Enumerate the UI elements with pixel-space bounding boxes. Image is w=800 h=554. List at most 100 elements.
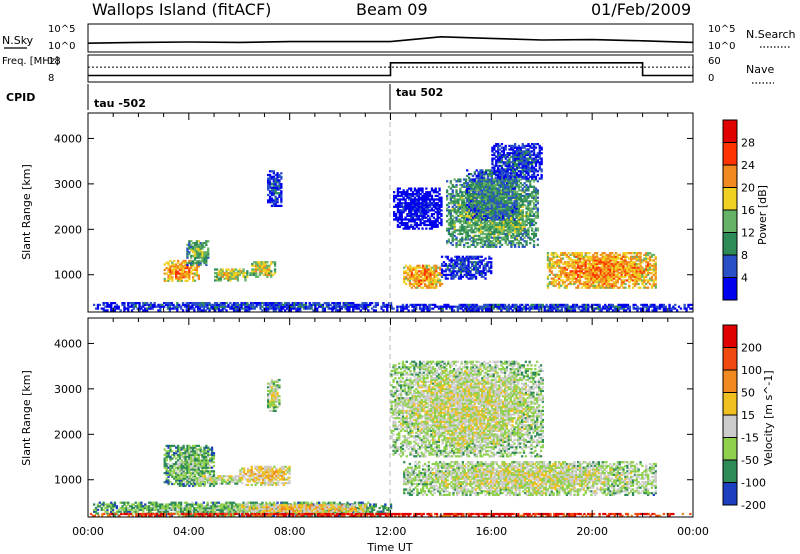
heatmap-cell xyxy=(504,157,507,160)
heatmap-cell xyxy=(130,305,134,308)
heatmap-cell xyxy=(622,255,625,258)
heatmap-cell xyxy=(475,180,478,183)
heatmap-cell xyxy=(519,152,522,155)
heatmap-cell xyxy=(398,200,401,203)
heatmap-cell xyxy=(285,303,289,307)
heatmap-cell xyxy=(406,222,409,225)
heatmap-cell xyxy=(419,223,422,227)
heatmap-cell xyxy=(459,220,462,223)
heatmap-cell xyxy=(523,161,526,164)
heatmap-cell xyxy=(268,170,272,173)
heatmap-cell xyxy=(394,213,398,216)
heatmap-cell xyxy=(483,183,486,187)
heatmap-cell xyxy=(476,207,479,210)
heatmap-cell xyxy=(461,196,464,199)
heatmap-cell xyxy=(523,164,526,168)
heatmap-cell xyxy=(641,273,644,277)
heatmap-cell xyxy=(573,268,576,271)
heatmap-cell xyxy=(363,303,366,307)
heatmap-cell xyxy=(467,259,470,262)
heatmap-cell xyxy=(186,252,189,256)
heatmap-cell xyxy=(601,281,604,284)
heatmap-cell xyxy=(500,182,503,185)
heatmap-cell xyxy=(413,200,417,203)
heatmap-cell xyxy=(580,261,584,264)
heatmap-cell xyxy=(459,178,462,181)
heatmap-cell xyxy=(497,222,500,225)
heatmap-cell xyxy=(502,148,505,151)
heatmap-cell xyxy=(650,264,654,267)
heatmap-cell xyxy=(624,255,627,258)
heatmap-cell xyxy=(186,251,189,254)
heatmap-cell xyxy=(575,277,578,280)
heatmap-cell xyxy=(503,214,507,218)
heatmap-cell xyxy=(264,270,267,273)
heatmap-cell xyxy=(280,197,283,200)
heatmap-cell xyxy=(267,201,270,204)
heatmap-cell xyxy=(193,242,197,245)
heatmap-cell xyxy=(412,282,415,286)
heatmap-cell xyxy=(186,249,189,252)
heatmap-cell xyxy=(521,189,524,192)
heatmap-cell xyxy=(511,191,514,194)
heatmap-cell xyxy=(398,203,401,207)
heatmap-cell xyxy=(481,236,485,239)
heatmap-cell xyxy=(459,205,462,208)
heatmap-cell xyxy=(502,207,505,210)
heatmap-cell xyxy=(569,281,572,284)
heatmap-cell xyxy=(264,264,267,267)
heatmap-cell xyxy=(260,268,263,271)
heatmap-cell xyxy=(648,266,652,269)
heatmap-cell xyxy=(207,251,210,254)
heatmap-cell xyxy=(108,305,111,308)
heatmap-cell xyxy=(531,222,534,225)
heatmap-cell xyxy=(182,267,185,270)
heatmap-cell xyxy=(457,202,460,205)
heatmap-cell xyxy=(440,209,443,212)
heatmap-cell xyxy=(497,157,500,160)
heatmap-cell xyxy=(525,220,528,223)
heatmap-cell xyxy=(197,247,200,250)
heatmap-cell xyxy=(489,240,492,243)
heatmap-cell xyxy=(98,303,101,307)
heatmap-cell xyxy=(561,257,565,260)
heatmap-cell xyxy=(514,222,517,225)
heatmap-cell xyxy=(439,268,442,271)
heatmap-cell xyxy=(486,262,489,266)
heatmap-cell xyxy=(423,222,426,225)
heatmap-cell xyxy=(496,187,499,190)
heatmap-cell xyxy=(498,164,502,168)
heatmap-cell xyxy=(268,181,272,184)
heatmap-cell xyxy=(444,275,447,278)
heatmap-cell xyxy=(442,264,446,267)
heatmap-cell xyxy=(265,303,268,307)
heatmap-cell xyxy=(223,273,226,277)
heatmap-cell xyxy=(223,272,226,275)
heatmap-cell xyxy=(509,211,512,214)
heatmap-cell xyxy=(236,307,239,310)
heatmap-cell xyxy=(447,240,451,243)
heatmap-cell xyxy=(635,266,638,269)
heatmap-cell xyxy=(592,286,595,289)
heatmap-cell xyxy=(507,205,510,208)
heatmap-cell xyxy=(614,282,618,286)
heatmap-cell xyxy=(411,198,415,201)
heatmap-cell xyxy=(519,170,522,173)
heatmap-cell xyxy=(457,198,460,201)
heatmap-cell xyxy=(408,194,411,198)
heatmap-cell xyxy=(488,270,491,273)
heatmap-cell xyxy=(365,307,368,310)
heatmap-cell xyxy=(184,270,187,273)
heatmap-cell xyxy=(489,202,492,205)
heatmap-cell xyxy=(197,309,200,312)
heatmap-cell xyxy=(474,275,478,278)
heatmap-cell xyxy=(504,173,507,177)
heatmap-cell xyxy=(416,272,419,275)
heatmap-cell xyxy=(510,168,513,171)
heatmap-cell xyxy=(451,238,454,241)
heatmap-cell xyxy=(519,227,522,230)
heatmap-cell xyxy=(231,272,234,275)
heatmap-cell xyxy=(403,266,406,269)
heatmap-cell xyxy=(210,307,213,310)
heatmap-cell xyxy=(451,231,454,234)
